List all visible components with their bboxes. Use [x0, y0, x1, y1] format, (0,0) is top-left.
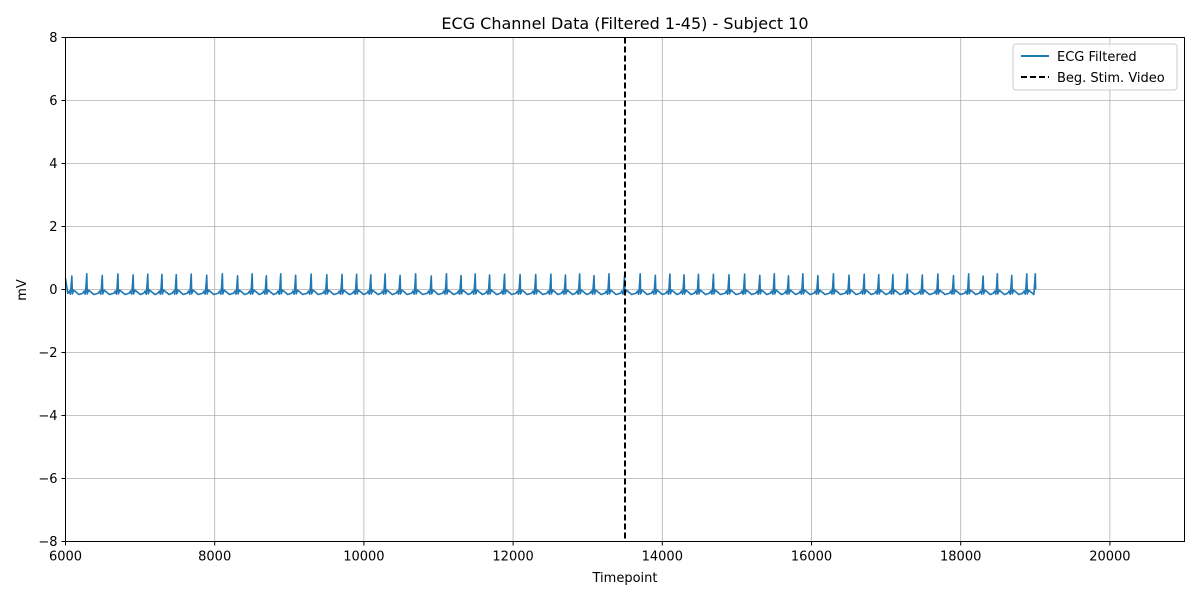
y-tick-label: −8	[38, 535, 57, 550]
legend-ecg-label: ECG Filtered	[1057, 50, 1137, 65]
x-tick-label: 14000	[642, 550, 683, 565]
y-tick-label: 6	[49, 94, 57, 109]
x-axis-label: Timepoint	[592, 571, 658, 586]
x-tick-label: 12000	[492, 550, 533, 565]
ecg-filtered-line	[64, 272, 1037, 296]
y-tick-label: 8	[49, 31, 57, 46]
x-tick-label: 20000	[1089, 550, 1130, 565]
legend-box	[1012, 43, 1178, 91]
y-tick-label: −6	[38, 472, 57, 487]
y-axis-label: mV	[15, 279, 30, 301]
x-axis-ticks: 6000 8000 10000 12000 14000 16000 18000 20000	[49, 541, 1131, 565]
legend-stim-label: Beg. Stim. Video	[1057, 71, 1165, 86]
y-tick-label: −4	[38, 409, 57, 424]
y-tick-label: 0	[49, 283, 57, 298]
y-tick-label: 2	[49, 220, 57, 235]
x-tick-label: 16000	[791, 550, 832, 565]
x-tick-label: 8000	[198, 550, 231, 565]
plot-area	[64, 37, 1037, 542]
x-tick-label: 6000	[49, 550, 82, 565]
x-tick-label: 10000	[343, 550, 384, 565]
y-tick-label: 4	[49, 157, 57, 172]
x-tick-label: 18000	[940, 550, 981, 565]
y-axis-ticks: −8 −6 −4 −2 0 2 4 6 8	[38, 31, 66, 550]
legend: ECG Filtered Beg. Stim. Video	[1012, 43, 1178, 91]
plot-frame	[65, 37, 1185, 542]
y-tick-label: −2	[38, 346, 57, 361]
chart-title: ECG Channel Data (Filtered 1-45) - Subje…	[441, 14, 808, 33]
